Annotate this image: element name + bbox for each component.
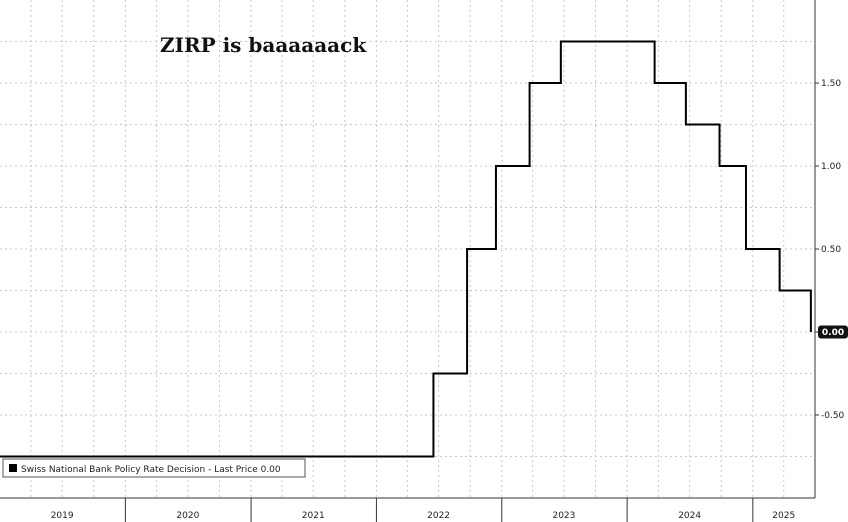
x-tick-label: 2021	[302, 511, 325, 521]
x-tick-labels: 2019 2020 2021 2022 2023 2024 2025	[51, 511, 795, 521]
legend-swatch	[9, 464, 17, 472]
x-tick-label: 2024	[678, 511, 701, 521]
axes	[0, 0, 819, 522]
y-tick-label: 1.00	[821, 162, 841, 172]
legend: Swiss National Bank Policy Rate Decision…	[2, 458, 306, 478]
x-tick-label: 2025	[772, 511, 795, 521]
x-tick-label: 2020	[176, 511, 199, 521]
series-line-policy-rate	[0, 40, 812, 458]
x-tick-label: 2023	[552, 511, 575, 521]
last-value-label: 0.00	[818, 325, 848, 339]
y-tick-label: 0.50	[821, 245, 841, 255]
last-value-badge	[818, 325, 848, 339]
legend-box	[2, 458, 306, 478]
last-value-text: 0.00	[822, 328, 844, 338]
y-tick-labels: -0.50 0.50 1.00 1.50	[821, 79, 845, 421]
y-tick-label: 1.50	[821, 79, 841, 89]
chart-title: ZIRP is baaaaaack	[160, 33, 367, 57]
legend-label: Swiss National Bank Policy Rate Decision…	[21, 465, 281, 475]
x-tick-label: 2019	[51, 511, 74, 521]
grid	[0, 0, 815, 498]
x-tick-label: 2022	[427, 511, 450, 521]
series-lines	[0, 40, 812, 458]
y-tick-label: -0.50	[821, 411, 845, 421]
